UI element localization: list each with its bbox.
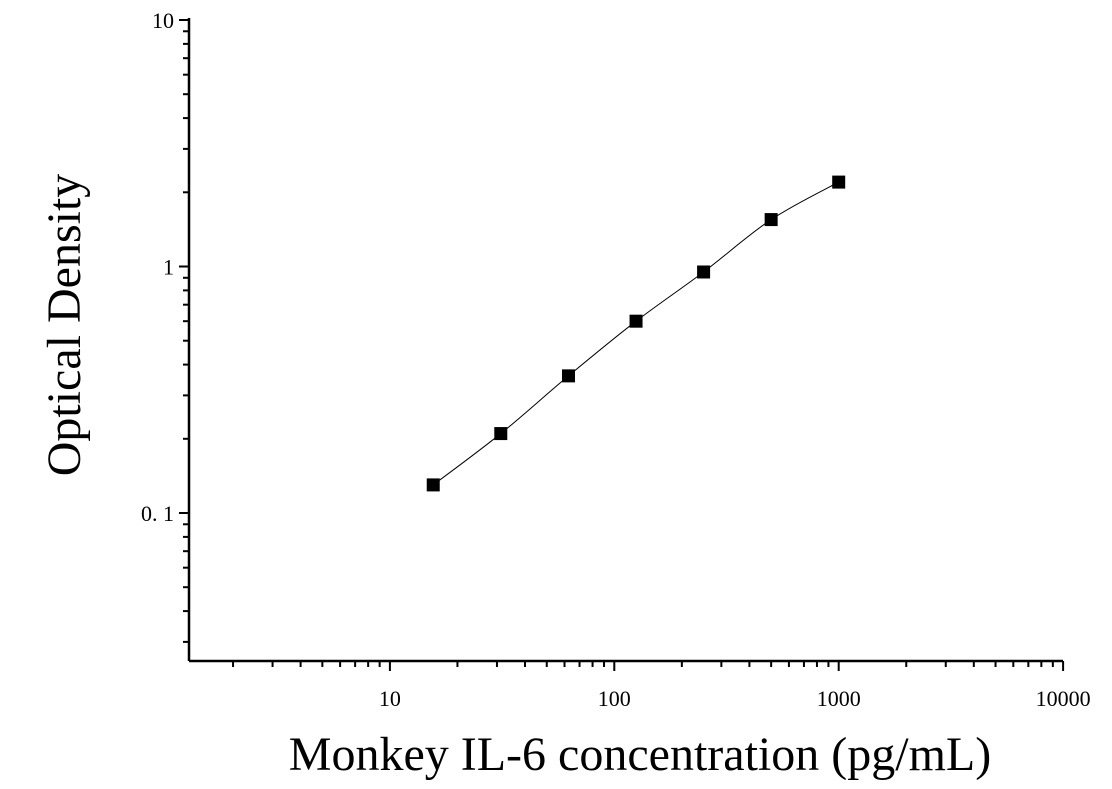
- x-axis-title: Monkey IL-6 concentration (pg/mL): [289, 728, 991, 781]
- tick-marks: [179, 19, 1065, 671]
- x-tick-label: 10000: [1036, 686, 1091, 711]
- data-point: [697, 265, 711, 279]
- y-tick-label: 0. 1: [141, 501, 174, 526]
- data-point: [494, 427, 508, 441]
- fit-curve: [432, 181, 839, 486]
- x-tick-label: 1000: [817, 686, 861, 711]
- data-point: [832, 175, 846, 189]
- data-point: [561, 369, 575, 383]
- axes: [187, 18, 1063, 663]
- data-point: [764, 213, 778, 227]
- y-tick-label: 10: [152, 8, 174, 33]
- tick-labels: 10 100 1000 10000 0. 1 1 10: [141, 8, 1091, 711]
- x-tick-label: 10: [379, 686, 401, 711]
- x-tick-label: 100: [598, 686, 631, 711]
- y-tick-label: 1: [163, 255, 174, 280]
- data-point: [629, 314, 643, 328]
- data-point: [426, 478, 440, 492]
- y-axis-title: Optical Density: [38, 174, 91, 477]
- data-points: [426, 175, 846, 492]
